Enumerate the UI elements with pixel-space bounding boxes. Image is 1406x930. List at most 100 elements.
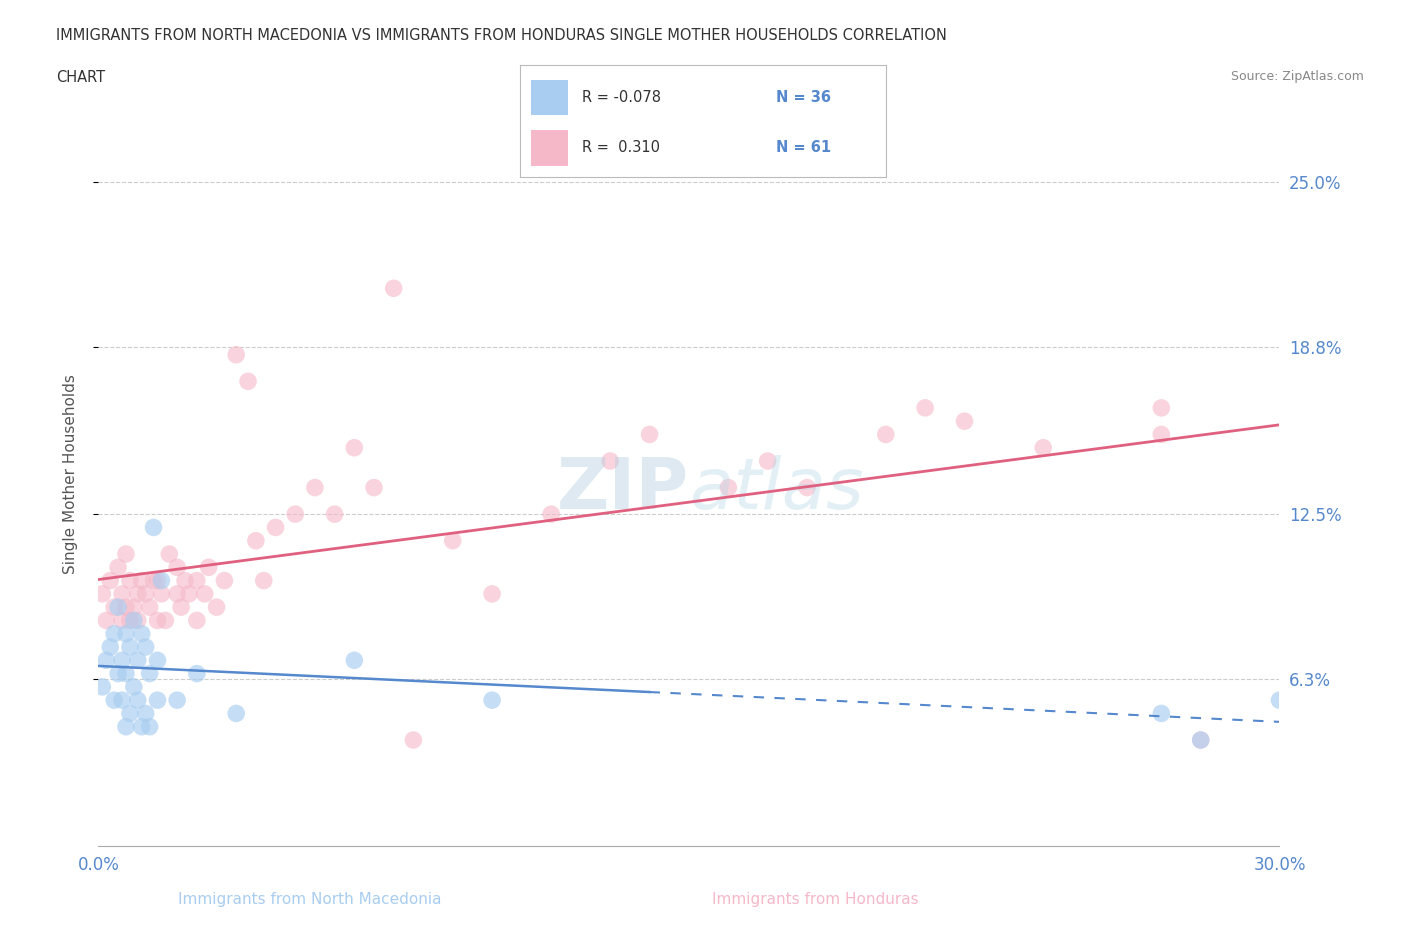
Point [131,626,153,641]
Point [135,640,157,655]
Point [875,427,897,442]
Point [1150,401,1173,416]
Point [131,719,153,734]
Point [127,653,149,668]
Point [131,573,153,588]
Point [115,719,138,734]
Point [146,693,169,708]
Point [103,626,125,641]
Text: IMMIGRANTS FROM NORTH MACEDONIA VS IMMIGRANTS FROM HONDURAS SINGLE MOTHER HOUSEH: IMMIGRANTS FROM NORTH MACEDONIA VS IMMIG… [56,28,948,43]
Bar [531,130,568,166]
Point [166,693,188,708]
Y-axis label: Single Mother Households: Single Mother Households [63,375,77,574]
Point [135,706,157,721]
Text: Source: ZipAtlas.com: Source: ZipAtlas.com [1230,70,1364,83]
Text: R =  0.310: R = 0.310 [582,140,661,155]
Point [118,640,141,655]
Point [91,587,114,602]
Point [441,533,464,548]
Point [107,666,129,681]
Point [481,693,503,708]
Point [138,719,160,734]
Point [118,613,141,628]
Point [1150,706,1173,721]
Point [135,587,157,602]
Point [186,573,208,588]
Point [953,414,976,429]
Text: atlas: atlas [689,455,863,524]
Point [122,680,145,695]
Point [107,600,129,615]
Point [91,680,114,695]
Point [245,533,267,548]
Point [103,693,125,708]
Point [914,401,936,416]
Point [402,733,425,748]
Bar [531,80,568,115]
Point [127,613,149,628]
Point [186,613,208,628]
Point [194,587,217,602]
Point [122,600,145,615]
Point [225,706,247,721]
Text: CHART: CHART [56,70,105,85]
Point [103,600,125,615]
Point [98,573,121,588]
Point [146,573,169,588]
Text: R = -0.078: R = -0.078 [582,90,661,105]
Point [236,374,259,389]
Text: Immigrants from North Macedonia: Immigrants from North Macedonia [177,892,441,907]
Point [111,653,134,668]
Point [115,666,138,681]
Point [225,347,247,362]
Point [142,573,165,588]
Point [111,587,134,602]
Point [717,480,740,495]
Point [481,587,503,602]
Point [343,440,366,455]
Point [157,547,180,562]
Text: N = 61: N = 61 [776,140,831,155]
Point [122,613,145,628]
Point [96,613,118,628]
Point [253,573,276,588]
Point [796,480,818,495]
Point [323,507,346,522]
Point [1032,440,1054,455]
Point [599,454,621,469]
Point [127,693,149,708]
Point [264,520,287,535]
Point [1189,733,1212,748]
Point [170,600,193,615]
Point [98,640,121,655]
Point [115,547,138,562]
Point [111,613,134,628]
Point [118,706,141,721]
Point [186,666,208,681]
Point [540,507,562,522]
Point [146,653,169,668]
Point [1150,427,1173,442]
Point [638,427,661,442]
Point [96,653,118,668]
Point [138,666,160,681]
Point [118,573,141,588]
Point [142,520,165,535]
Text: Immigrants from Honduras: Immigrants from Honduras [713,892,918,907]
Point [166,587,188,602]
Point [205,600,228,615]
Point [304,480,326,495]
Point [343,653,366,668]
Point [382,281,405,296]
Point [284,507,307,522]
Point [363,480,385,495]
Point [150,587,173,602]
Point [146,613,169,628]
Point [138,600,160,615]
Point [115,626,138,641]
Point [214,573,236,588]
Point [150,573,173,588]
Point [107,560,129,575]
Point [1189,733,1212,748]
Point [166,560,188,575]
